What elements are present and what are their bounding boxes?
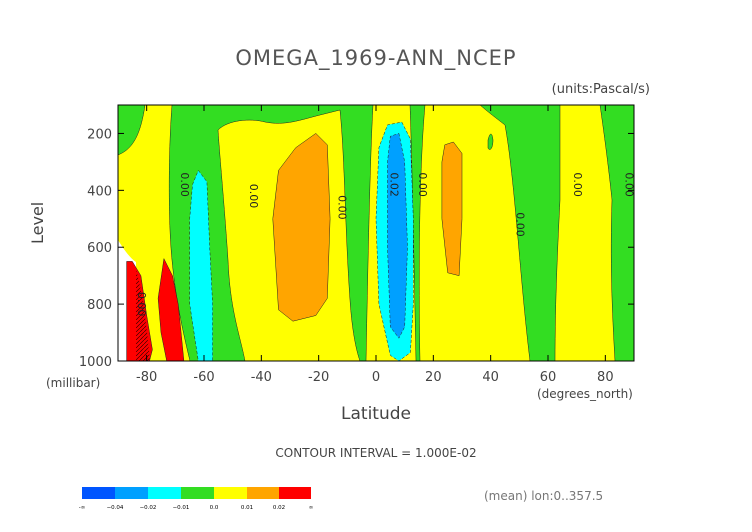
legend-swatch-3 bbox=[148, 487, 181, 499]
x-tick-label: 80 bbox=[597, 370, 614, 385]
legend-swatch-4 bbox=[181, 487, 214, 499]
contour-interval-text: CONTOUR INTERVAL = 1.000E-02 bbox=[275, 446, 477, 460]
legend-swatch-7 bbox=[279, 487, 311, 499]
plot-area bbox=[118, 105, 634, 361]
x-axis-units: (degrees_north) bbox=[537, 387, 633, 401]
contour-label: 0.00 bbox=[416, 172, 429, 197]
region-cyan-south bbox=[189, 169, 213, 361]
legend-swatch-5 bbox=[214, 487, 247, 499]
contour-label: 0.00 bbox=[336, 195, 349, 220]
legend-label: 0.02 bbox=[273, 505, 285, 511]
legend-label: ∞ bbox=[309, 505, 314, 511]
legend-label: 0.0 bbox=[210, 505, 219, 511]
contour-label: 0.02 bbox=[387, 172, 400, 197]
legend-label: −0.04 bbox=[107, 505, 124, 511]
contour-label: 0.00 bbox=[178, 172, 191, 197]
x-tick-label: 60 bbox=[540, 370, 557, 385]
y-tick-label: 400 bbox=[87, 184, 112, 199]
legend-swatch-2 bbox=[115, 487, 148, 499]
footer-lon-range: (mean) lon:0..357.5 bbox=[484, 489, 604, 503]
x-tick-label: -40 bbox=[251, 370, 272, 385]
x-tick-label: -80 bbox=[136, 370, 157, 385]
y-axis: 200 400 600 800 1000 bbox=[79, 127, 634, 370]
yellow-band-north-sub bbox=[554, 105, 616, 361]
legend-swatch-6 bbox=[247, 487, 279, 499]
legend-label: −0.02 bbox=[140, 505, 157, 511]
y-axis-units: (millibar) bbox=[46, 376, 101, 390]
x-tick-label: -20 bbox=[308, 370, 329, 385]
region-orange-south-midlat bbox=[272, 133, 331, 322]
contour-label: 0.00 bbox=[571, 172, 584, 197]
x-tick-label: 0 bbox=[372, 370, 380, 385]
legend-label: -∞ bbox=[79, 505, 86, 511]
x-tick-label: -60 bbox=[193, 370, 214, 385]
contour-label: 0.00 bbox=[247, 184, 260, 209]
legend-swatch-1 bbox=[82, 487, 115, 499]
region-orange-north bbox=[441, 141, 463, 277]
x-tick-label: 40 bbox=[482, 370, 499, 385]
x-axis-title: Latitude bbox=[341, 404, 411, 424]
region-red-south-high-2 bbox=[157, 257, 185, 361]
y-tick-label: 800 bbox=[87, 298, 112, 313]
hatched-high-value bbox=[136, 270, 150, 361]
small-green-spot bbox=[487, 133, 494, 150]
color-legend: -∞ −0.04 −0.02 −0.01 0.0 0.01 0.02 ∞ bbox=[79, 487, 314, 511]
y-tick-label: 600 bbox=[87, 241, 112, 256]
contour-label: 0.00 bbox=[622, 172, 635, 197]
y-tick-label: 1000 bbox=[79, 355, 112, 370]
units-label: (units:Pascal/s) bbox=[551, 82, 650, 97]
region-blue-equator bbox=[387, 133, 408, 339]
legend-label: −0.01 bbox=[173, 505, 190, 511]
contour-label: 0.00 bbox=[513, 212, 526, 237]
legend-label: 0.01 bbox=[241, 505, 253, 511]
y-axis-title: Level bbox=[28, 201, 47, 244]
chart-title: OMEGA_1969-ANN_NCEP bbox=[235, 46, 517, 70]
x-tick-label: 20 bbox=[425, 370, 442, 385]
contour-label: 0.00 bbox=[135, 292, 148, 317]
y-tick-label: 200 bbox=[87, 127, 112, 142]
x-axis: -80 -60 -40 -20 0 20 40 60 80 bbox=[136, 105, 614, 385]
